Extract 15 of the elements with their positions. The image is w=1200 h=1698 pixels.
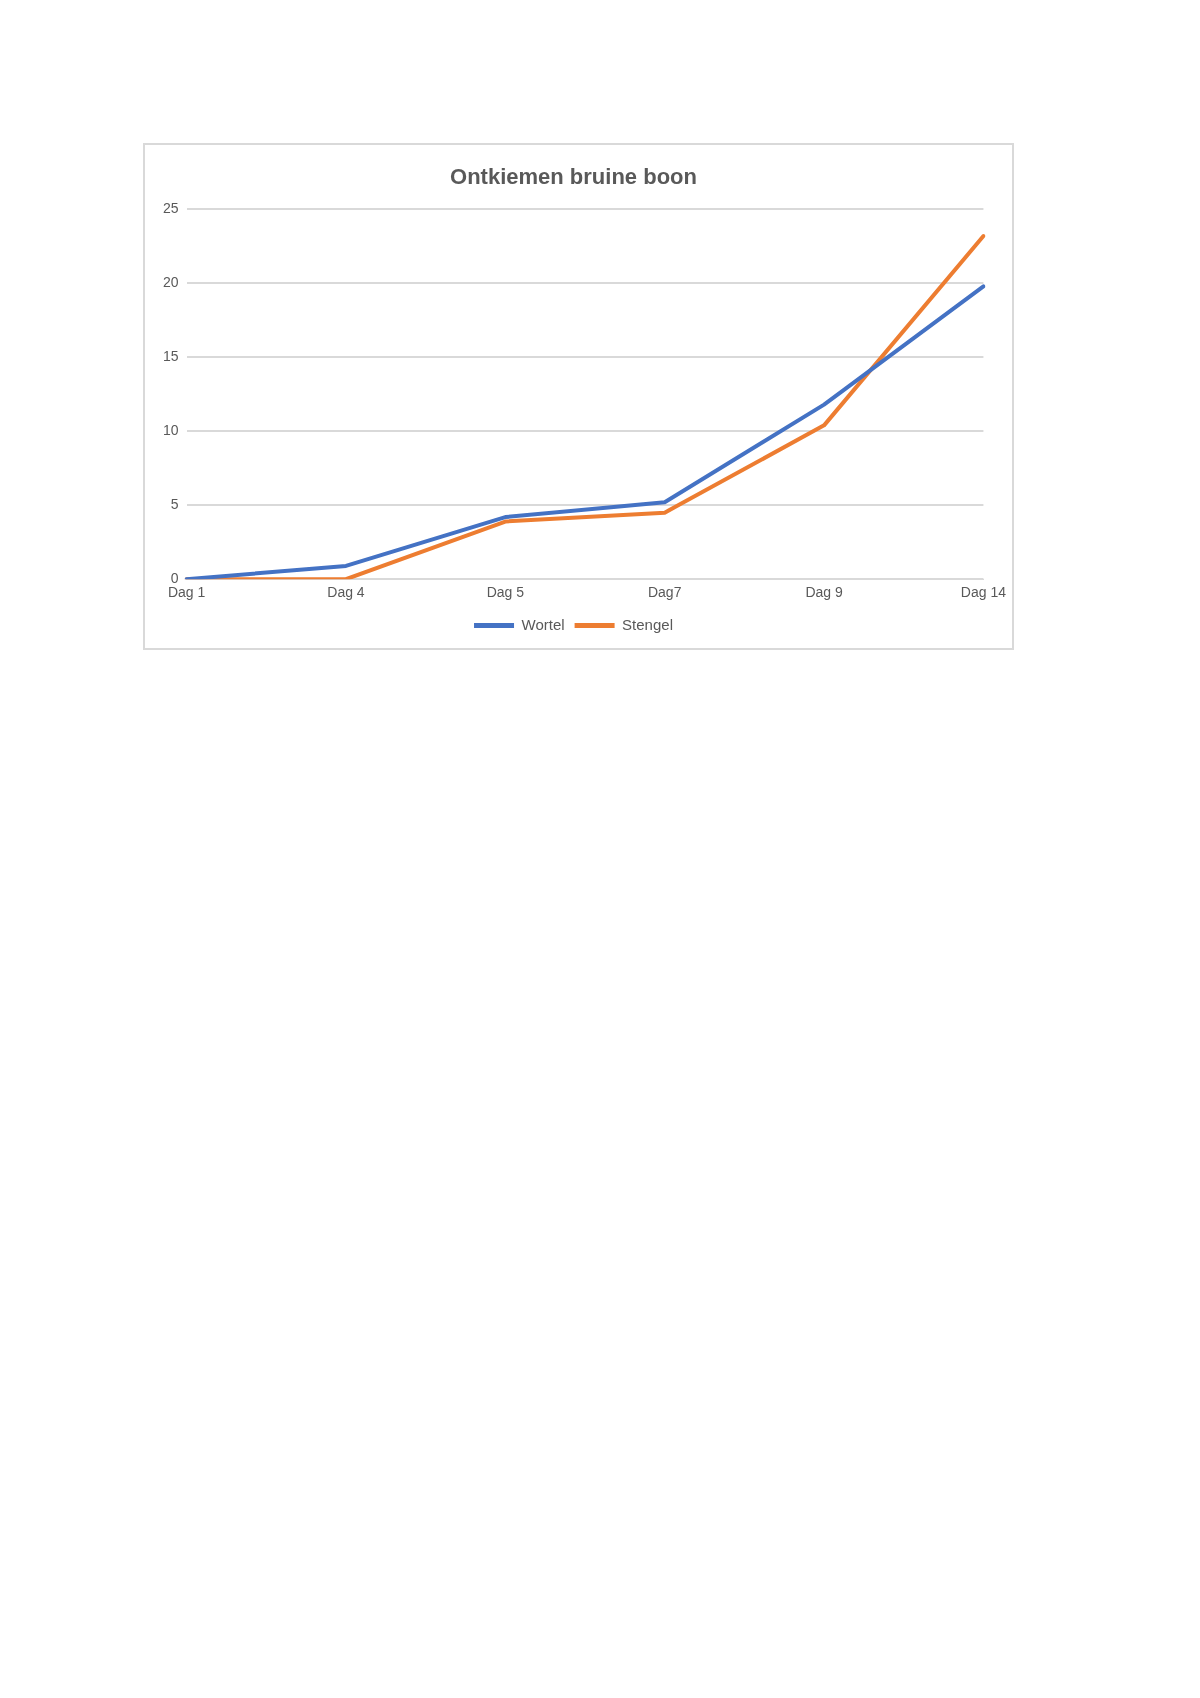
x-tick-label: Dag 9 (805, 584, 843, 601)
legend-label: Stengel (622, 615, 673, 633)
y-tick-label: 10 (162, 422, 179, 439)
x-tick-label: Dag 14 (960, 584, 1007, 601)
x-tick-label: Dag 5 (486, 584, 525, 601)
x-tick-label: Dag7 (647, 584, 682, 601)
x-tick-label: Dag 1 (167, 584, 206, 601)
x-tick-label: Dag 4 (327, 584, 365, 601)
y-tick-label: 5 (170, 496, 179, 513)
legend-label: Wortel (521, 615, 565, 633)
y-tick-label: 25 (162, 200, 179, 217)
chart-title: Ontkiemen bruine boon (450, 164, 697, 190)
y-tick-label: 20 (162, 274, 179, 291)
y-tick-label: 0 (170, 570, 179, 587)
y-tick-label: 15 (162, 348, 179, 365)
